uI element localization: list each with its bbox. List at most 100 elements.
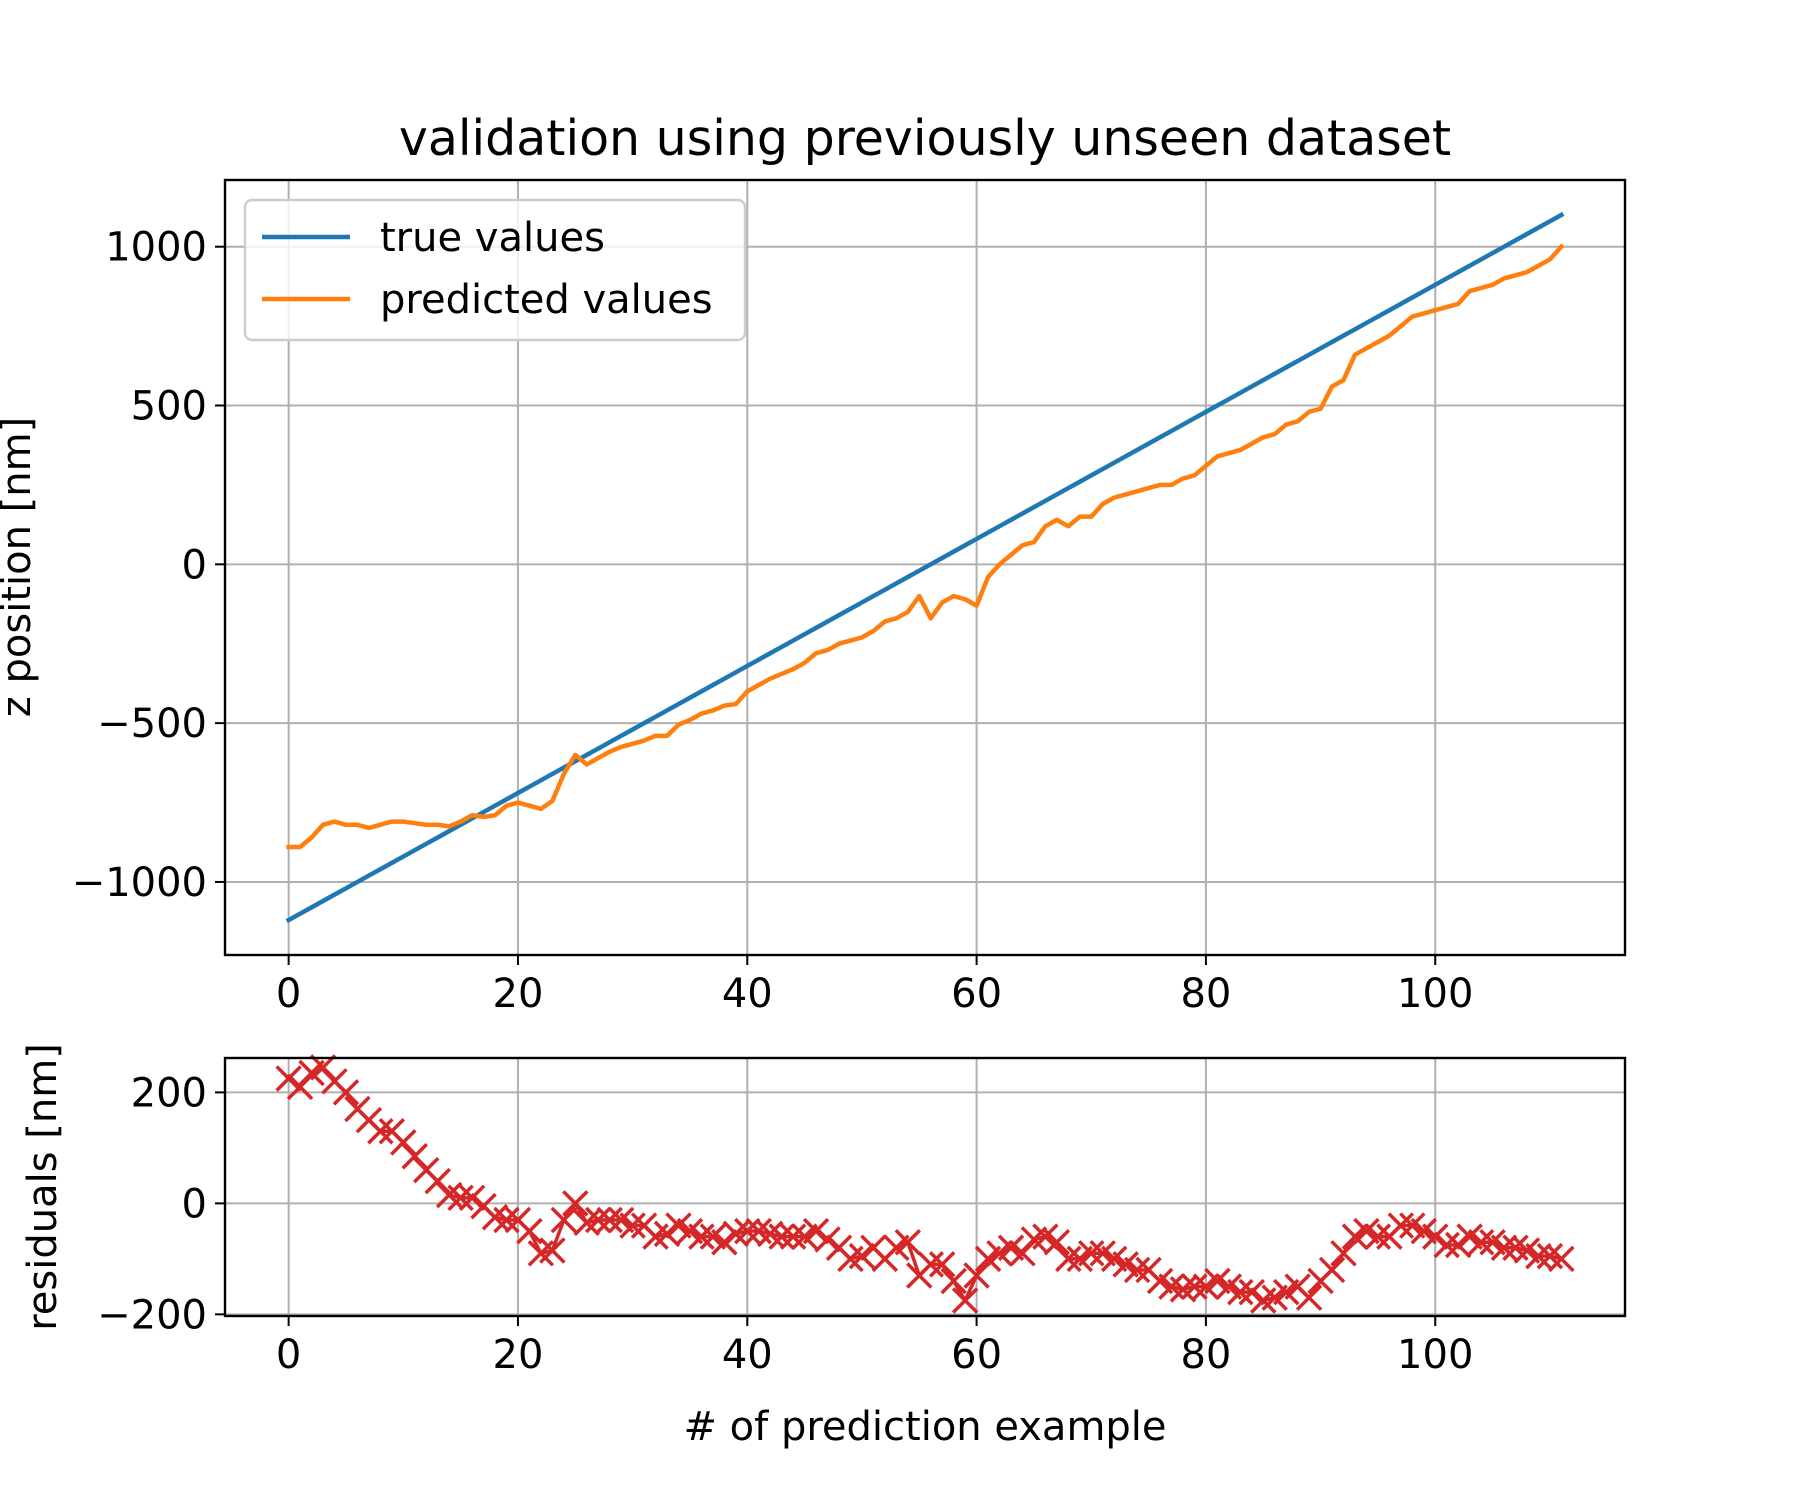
residual-point bbox=[653, 1220, 681, 1248]
residual-marker-stroke bbox=[332, 1079, 360, 1106]
top-y-tick-label: 1000 bbox=[105, 225, 207, 271]
residual-marker-stroke bbox=[1387, 1212, 1415, 1239]
top-y-tick-label: 0 bbox=[182, 542, 207, 588]
top-y-axis-label: z position [nm] bbox=[0, 417, 40, 717]
residual-point bbox=[562, 1190, 589, 1217]
residual-marker-stroke bbox=[711, 1228, 738, 1256]
residual-point bbox=[894, 1228, 922, 1256]
residual-point bbox=[493, 1206, 520, 1234]
bottom-y-tick-label: −200 bbox=[97, 1292, 207, 1338]
top-panel: validation using previously unseen datas… bbox=[0, 110, 1627, 1017]
residual-point bbox=[550, 1206, 578, 1234]
residual-marker-stroke bbox=[435, 1181, 463, 1209]
residual-marker-stroke bbox=[619, 1212, 646, 1239]
residual-marker-stroke bbox=[390, 1129, 417, 1156]
residual-marker-stroke bbox=[1043, 1228, 1071, 1256]
residual-marker-stroke bbox=[1055, 1245, 1082, 1273]
residual-point bbox=[814, 1226, 841, 1253]
residual-marker-stroke bbox=[1399, 1212, 1426, 1239]
residual-point bbox=[1318, 1256, 1346, 1284]
residual-marker-stroke bbox=[1490, 1234, 1518, 1261]
residual-marker-stroke bbox=[951, 1287, 979, 1314]
residual-marker-stroke bbox=[539, 1237, 566, 1264]
bottom-plot-area bbox=[225, 1058, 1625, 1316]
residual-point bbox=[1422, 1223, 1449, 1250]
bottom-x-tick-label: 80 bbox=[1180, 1332, 1231, 1378]
residual-point bbox=[734, 1217, 761, 1245]
residual-marker-stroke bbox=[1032, 1223, 1059, 1250]
residual-point bbox=[1330, 1240, 1357, 1267]
residual-marker-stroke bbox=[1123, 1256, 1151, 1284]
residual-marker-stroke bbox=[1467, 1228, 1495, 1256]
residual-marker-stroke bbox=[665, 1212, 692, 1239]
chart-title: validation using previously unseen datas… bbox=[399, 110, 1451, 167]
residual-marker-stroke bbox=[894, 1228, 922, 1256]
residual-marker-stroke bbox=[424, 1167, 451, 1195]
legend-frame bbox=[243, 198, 747, 342]
residual-marker-stroke bbox=[1353, 1217, 1380, 1245]
residual-marker-stroke bbox=[481, 1204, 509, 1231]
residual-marker-stroke bbox=[928, 1251, 956, 1278]
top-x-tick-label: 40 bbox=[722, 971, 773, 1017]
residual-marker-stroke bbox=[1479, 1228, 1506, 1256]
residual-marker-stroke bbox=[1513, 1237, 1541, 1264]
top-x-tick-label: 100 bbox=[1397, 971, 1473, 1017]
residual-point bbox=[963, 1262, 990, 1289]
residual-point bbox=[1078, 1240, 1105, 1267]
bottom-panel: 0 20 40 60 80 100 −200 0 200 residuals [nm] # o… bbox=[20, 1043, 1627, 1450]
bottom-axes-frame bbox=[223, 1056, 1627, 1318]
residual-point bbox=[917, 1251, 944, 1278]
residual-marker-stroke bbox=[1078, 1240, 1105, 1267]
residual-marker-stroke bbox=[997, 1234, 1025, 1261]
residual-marker-stroke bbox=[1204, 1267, 1231, 1295]
true-values-line bbox=[285, 211, 1565, 924]
residual-point bbox=[1181, 1273, 1208, 1300]
residual-point bbox=[1055, 1245, 1082, 1273]
residual-marker-stroke bbox=[1295, 1284, 1323, 1311]
residual-marker-stroke bbox=[596, 1206, 623, 1234]
residual-marker-stroke bbox=[676, 1217, 704, 1245]
residual-marker-stroke bbox=[1318, 1256, 1346, 1284]
bottom-x-tick-label: 40 bbox=[722, 1332, 773, 1378]
residual-point bbox=[1123, 1256, 1151, 1284]
bottom-x-axis-label: # of prediction example bbox=[683, 1404, 1166, 1450]
predicted-values-line bbox=[286, 243, 1565, 850]
bottom-x-tick-label: 60 bbox=[951, 1332, 1002, 1378]
top-x-tick-label: 80 bbox=[1180, 971, 1231, 1017]
residual-point bbox=[1467, 1228, 1495, 1256]
residual-point bbox=[1364, 1223, 1392, 1250]
residual-point bbox=[1295, 1284, 1323, 1311]
residual-marker-stroke bbox=[734, 1217, 761, 1245]
residual-point bbox=[1444, 1231, 1472, 1259]
bottom-series bbox=[275, 1054, 1575, 1314]
residual-marker-stroke bbox=[1158, 1273, 1185, 1300]
residual-marker-stroke bbox=[584, 1206, 612, 1234]
residual-marker-stroke bbox=[756, 1220, 784, 1248]
residual-marker-stroke bbox=[1112, 1251, 1139, 1278]
bottom-x-tick-label: 20 bbox=[493, 1332, 544, 1378]
residual-point bbox=[516, 1217, 543, 1245]
bottom-y-ticks: −200 0 200 bbox=[97, 1070, 225, 1338]
residual-marker-stroke bbox=[401, 1142, 428, 1170]
residual-marker-stroke bbox=[1089, 1240, 1116, 1267]
top-x-ticks: 0 20 40 60 80 100 bbox=[276, 955, 1473, 1017]
residual-point bbox=[619, 1212, 646, 1239]
residual-point bbox=[539, 1237, 566, 1264]
residual-marker-stroke bbox=[1364, 1223, 1392, 1250]
residual-point bbox=[275, 1065, 302, 1092]
residual-marker-stroke bbox=[458, 1184, 486, 1212]
residual-marker-stroke bbox=[963, 1262, 990, 1289]
bottom-x-ticks: 0 20 40 60 80 100 bbox=[276, 1316, 1473, 1378]
top-series bbox=[285, 211, 1565, 924]
residual-marker-stroke bbox=[653, 1220, 681, 1248]
residual-marker-stroke bbox=[1548, 1245, 1575, 1273]
residual-point bbox=[1490, 1234, 1518, 1261]
residual-marker-stroke bbox=[1444, 1231, 1472, 1259]
top-y-ticks: −1000 −500 0 500 1000 bbox=[72, 225, 225, 906]
top-x-tick-label: 20 bbox=[493, 971, 544, 1017]
top-x-tick-label: 0 bbox=[276, 971, 301, 1017]
residual-point bbox=[1525, 1242, 1552, 1270]
residual-marker-stroke bbox=[768, 1223, 795, 1250]
residual-marker-stroke bbox=[1181, 1273, 1208, 1300]
top-axes-frame bbox=[223, 178, 1627, 957]
